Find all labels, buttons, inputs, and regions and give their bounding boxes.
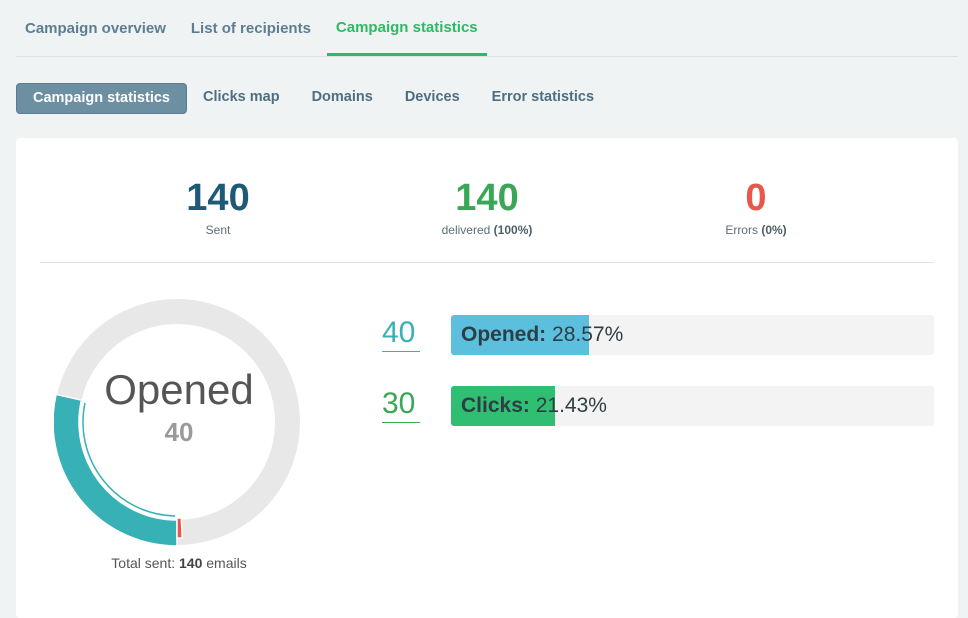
opened-bar-text: Opened: 28.57% <box>461 315 623 355</box>
delivered-stat: 140 delivered (100%) <box>387 178 587 237</box>
errors-stat: 0 Errors (0%) <box>656 178 856 237</box>
opened-bar-label: Opened: <box>461 323 547 346</box>
delivered-label-text: delivered <box>441 223 491 237</box>
summary-row: 140 Sent 140 delivered (100%) 0 Errors (… <box>40 138 934 263</box>
opened-metric-row: 40 Opened: 28.57% <box>382 315 934 355</box>
donut-title: Opened <box>104 366 254 413</box>
delivered-label: delivered (100%) <box>387 223 587 237</box>
clicks-bar-label: Clicks: <box>461 394 530 417</box>
subtab-devices[interactable]: Devices <box>404 89 460 105</box>
subtab-campaign-statistics[interactable]: Campaign statistics <box>16 83 187 114</box>
sent-stat: 140 Sent <box>118 178 318 237</box>
sent-label: Sent <box>205 223 231 237</box>
donut-segment-errors[interactable] <box>176 517 183 539</box>
total-sent-suffix: emails <box>206 555 247 571</box>
clicks-bar-text: Clicks: 21.43% <box>461 386 607 426</box>
errors-percent: (0%) <box>761 223 787 237</box>
errors-value: 0 <box>745 177 767 219</box>
clicks-bar-track: Clicks: 21.43% <box>451 386 934 426</box>
statistics-card: 140 Sent 140 delivered (100%) 0 Errors (… <box>16 138 958 618</box>
tab-list-of-recipients[interactable]: List of recipients <box>190 20 311 37</box>
delivered-percent: (100%) <box>493 223 533 237</box>
total-sent: Total sent: 140 emails <box>86 555 272 571</box>
opened-donut-chart: Opened 40 <box>54 298 300 546</box>
delivered-value: 140 <box>455 177 519 219</box>
top-tabs: Campaign overview List of recipients Cam… <box>16 0 958 57</box>
subtab-error-statistics[interactable]: Error statistics <box>491 89 595 105</box>
opened-bar-percent: 28.57% <box>552 323 624 346</box>
opened-count-link[interactable]: 40 <box>382 317 420 352</box>
subtab-domains[interactable]: Domains <box>311 89 373 105</box>
subtab-clicks-map[interactable]: Clicks map <box>203 89 280 105</box>
tab-campaign-overview[interactable]: Campaign overview <box>25 20 166 37</box>
opened-bar-fill <box>451 315 589 355</box>
donut-count: 40 <box>164 417 194 447</box>
donut-segment-opened[interactable] <box>54 393 178 546</box>
donut-segment-opened-highlight <box>82 402 176 517</box>
clicks-bar-fill <box>451 386 555 426</box>
opened-bar-track: Opened: 28.57% <box>451 315 934 355</box>
total-sent-prefix: Total sent: <box>111 555 176 571</box>
sent-value: 140 <box>186 177 250 219</box>
total-sent-value: 140 <box>179 555 203 571</box>
clicks-count-link[interactable]: 30 <box>382 388 420 423</box>
tab-campaign-statistics[interactable]: Campaign statistics <box>326 0 487 56</box>
sub-tabs: Campaign statistics Clicks map Domains D… <box>16 83 610 114</box>
donut-svg <box>54 299 300 546</box>
clicks-metric-row: 30 Clicks: 21.43% <box>382 386 934 426</box>
errors-label-text: Errors <box>725 223 758 237</box>
clicks-bar-percent: 21.43% <box>535 394 607 417</box>
errors-label: Errors (0%) <box>656 223 856 237</box>
